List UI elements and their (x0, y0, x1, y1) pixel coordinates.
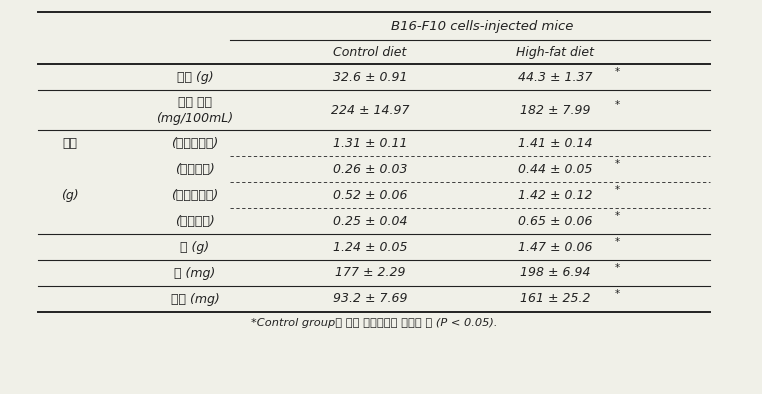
Text: 0.26 ± 0.03: 0.26 ± 0.03 (333, 162, 407, 175)
Text: 93.2 ± 7.69: 93.2 ± 7.69 (333, 292, 407, 305)
Text: 0.25 ± 0.04: 0.25 ± 0.04 (333, 214, 407, 227)
Text: *: * (614, 263, 620, 273)
Text: *: * (614, 289, 620, 299)
Text: 224 ± 14.97: 224 ± 14.97 (331, 104, 409, 117)
Text: *: * (614, 211, 620, 221)
Text: 177 ± 2.29: 177 ± 2.29 (335, 266, 405, 279)
Text: (내장지방): (내장지방) (175, 162, 215, 175)
Text: (g): (g) (61, 188, 78, 201)
Text: 198 ± 6.94: 198 ± 6.94 (520, 266, 591, 279)
Text: 폐 (mg): 폐 (mg) (174, 266, 216, 279)
Text: 비장 (mg): 비장 (mg) (171, 292, 219, 305)
Text: 32.6 ± 0.91: 32.6 ± 0.91 (333, 71, 407, 84)
Text: 1.24 ± 0.05: 1.24 ± 0.05 (333, 240, 407, 253)
Text: 지방: 지방 (62, 136, 78, 149)
Text: (피하지방): (피하지방) (175, 214, 215, 227)
Text: 0.65 ± 0.06: 0.65 ± 0.06 (517, 214, 592, 227)
Text: 1.31 ± 0.11: 1.31 ± 0.11 (333, 136, 407, 149)
Text: High-fat diet: High-fat diet (516, 45, 594, 58)
Text: *: * (614, 185, 620, 195)
Text: 182 ± 7.99: 182 ± 7.99 (520, 104, 591, 117)
Text: 0.44 ± 0.05: 0.44 ± 0.05 (517, 162, 592, 175)
Text: 161 ± 25.2: 161 ± 25.2 (520, 292, 591, 305)
Text: 1.42 ± 0.12: 1.42 ± 0.12 (517, 188, 592, 201)
Text: (부고환지방): (부고환지방) (171, 136, 219, 149)
Text: 44.3 ± 1.37: 44.3 ± 1.37 (517, 71, 592, 84)
Text: 공복 혁당
(mg/100mL): 공복 혁당 (mg/100mL) (156, 95, 234, 125)
Text: *: * (614, 100, 620, 110)
Text: B16-F10 cells-injected mice: B16-F10 cells-injected mice (392, 19, 574, 32)
Text: Control diet: Control diet (333, 45, 407, 58)
Text: *: * (614, 67, 620, 77)
Text: *: * (614, 237, 620, 247)
Text: 0.52 ± 0.06: 0.52 ± 0.06 (333, 188, 407, 201)
Text: 1.47 ± 0.06: 1.47 ± 0.06 (517, 240, 592, 253)
Text: *Control group에 비해 유의적으로 차이가 남 (P < 0.05).: *Control group에 비해 유의적으로 차이가 남 (P < 0.05… (251, 318, 498, 328)
Text: 1.41 ± 0.14: 1.41 ± 0.14 (517, 136, 592, 149)
Text: *: * (614, 159, 620, 169)
Text: 간 (g): 간 (g) (181, 240, 210, 253)
Text: (후복강지방): (후복강지방) (171, 188, 219, 201)
Text: 체중 (g): 체중 (g) (177, 71, 213, 84)
